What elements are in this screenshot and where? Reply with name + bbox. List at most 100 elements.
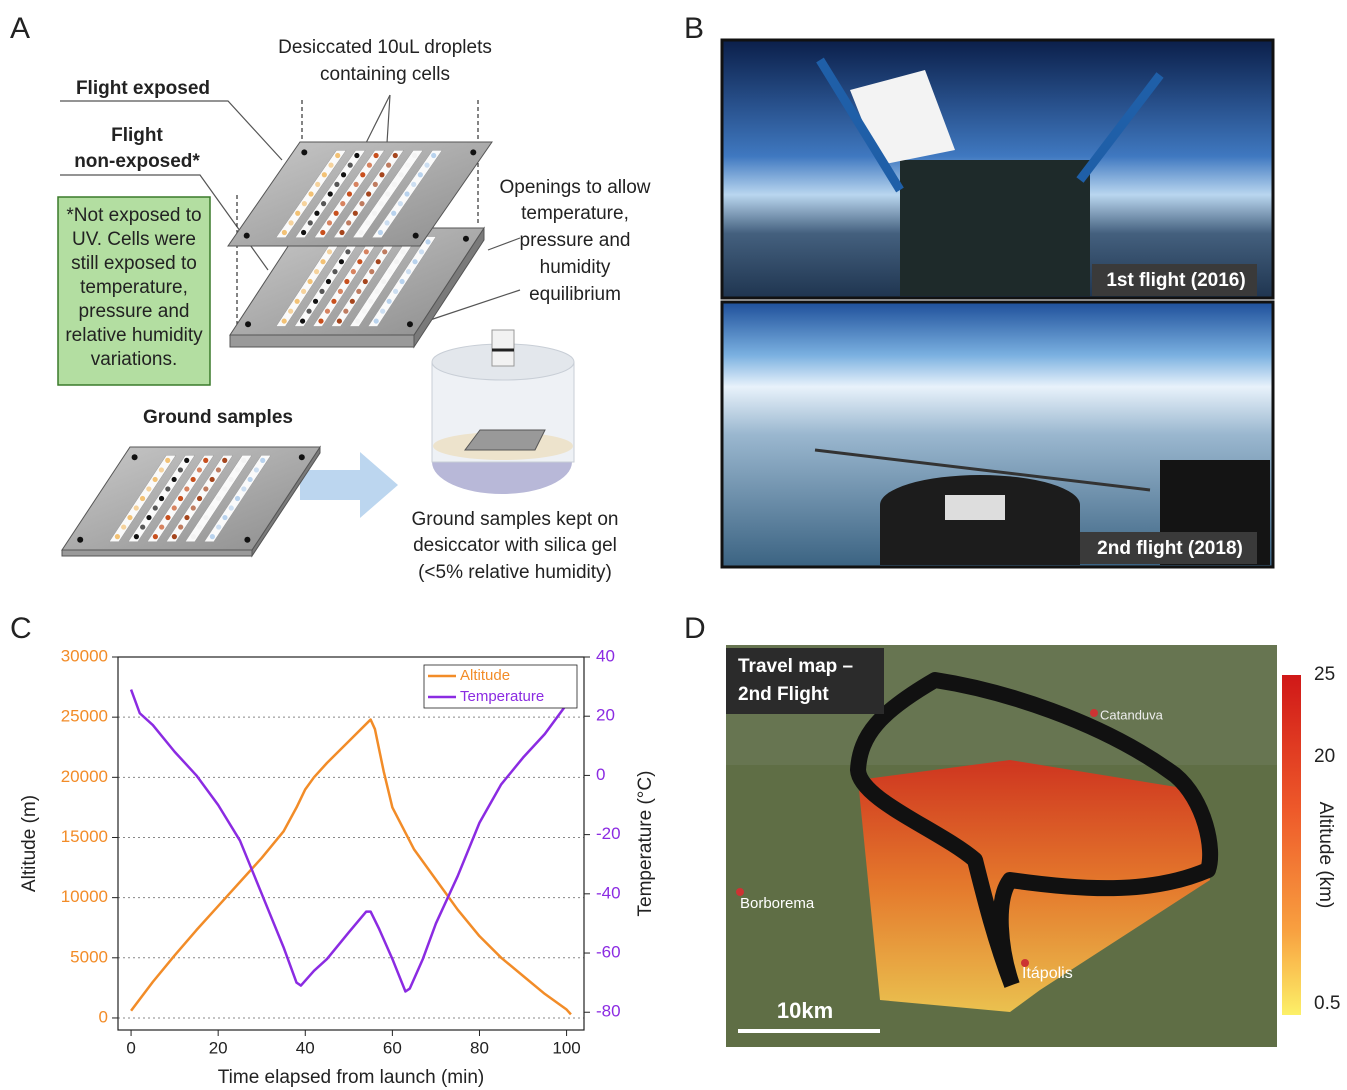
label: humidity xyxy=(540,257,611,278)
droplet xyxy=(295,211,300,216)
y-tick-label: 15000 xyxy=(61,827,108,846)
droplet xyxy=(376,259,381,264)
droplet xyxy=(394,259,399,264)
droplet xyxy=(418,172,423,177)
plate-edge xyxy=(230,335,414,347)
note: *Not exposed to UV. Cells were still exp… xyxy=(65,205,203,370)
droplet xyxy=(307,279,312,284)
droplet xyxy=(328,191,333,196)
droplet xyxy=(355,318,360,323)
droplet xyxy=(412,153,417,158)
screw xyxy=(132,454,138,460)
droplet xyxy=(203,486,208,491)
x-tick-label: 60 xyxy=(383,1038,402,1057)
colorbar-label: 25 xyxy=(1314,664,1335,685)
droplet xyxy=(385,191,390,196)
droplet xyxy=(288,220,293,225)
droplet xyxy=(235,467,240,472)
droplet xyxy=(343,309,348,314)
droplet xyxy=(380,309,385,314)
droplet xyxy=(351,269,356,274)
screw xyxy=(470,149,476,155)
note-line: *Not exposed to xyxy=(66,205,201,226)
droplet xyxy=(178,496,183,501)
droplet xyxy=(229,477,234,482)
droplet xyxy=(366,191,371,196)
droplet xyxy=(134,534,139,539)
y-tick-label: 10000 xyxy=(61,887,108,906)
droplet xyxy=(191,477,196,482)
droplet xyxy=(319,289,324,294)
screw xyxy=(244,537,250,543)
droplet xyxy=(210,534,215,539)
droplet xyxy=(347,191,352,196)
screw xyxy=(413,233,419,239)
droplet xyxy=(301,289,306,294)
y2-tick-label: -80 xyxy=(596,1002,621,1021)
legend-label: Temperature xyxy=(460,688,544,705)
label: Flight xyxy=(111,125,163,146)
droplet xyxy=(424,163,429,168)
legend-label: Altitude xyxy=(460,667,510,684)
droplet xyxy=(367,163,372,168)
droplet xyxy=(216,524,221,529)
y2-tick-label: 40 xyxy=(596,646,615,665)
droplet xyxy=(235,496,240,501)
droplet xyxy=(379,172,384,177)
payload xyxy=(900,160,1090,296)
colorbar-label: 0.5 xyxy=(1314,993,1340,1014)
droplet xyxy=(165,515,170,520)
screw xyxy=(463,236,469,242)
droplet xyxy=(401,249,406,254)
droplet xyxy=(165,458,170,463)
droplet xyxy=(197,524,202,529)
droplet xyxy=(374,318,379,323)
droplet xyxy=(339,259,344,264)
screw xyxy=(244,233,250,239)
droplet xyxy=(384,220,389,225)
droplet xyxy=(353,211,358,216)
droplet xyxy=(411,182,416,187)
droplet xyxy=(406,269,411,274)
droplet xyxy=(357,259,362,264)
droplet xyxy=(288,309,293,314)
colorbar-label: 20 xyxy=(1314,746,1335,767)
droplet xyxy=(210,477,215,482)
droplet xyxy=(153,505,158,510)
x-tick-label: 40 xyxy=(296,1038,315,1057)
droplet xyxy=(318,318,323,323)
screw xyxy=(77,537,83,543)
line-series xyxy=(131,720,571,1015)
droplet xyxy=(165,486,170,491)
droplet xyxy=(388,269,393,274)
y-tick-label: 30000 xyxy=(61,646,108,665)
droplet xyxy=(340,201,345,206)
droplet xyxy=(382,249,387,254)
y-tick-label: 20000 xyxy=(61,767,108,786)
droplet xyxy=(363,279,368,284)
droplet xyxy=(178,524,183,529)
droplet xyxy=(222,486,227,491)
droplet xyxy=(325,309,330,314)
droplet xyxy=(392,182,397,187)
droplet xyxy=(254,467,259,472)
panel-d: Travel map – 2nd Flight Catanduva Borbor… xyxy=(726,645,1340,1047)
colorbar xyxy=(1282,675,1301,1015)
note-line: still exposed to xyxy=(71,253,197,274)
droplet xyxy=(372,211,377,216)
droplet xyxy=(365,220,370,225)
droplet xyxy=(327,220,332,225)
panel-label: A xyxy=(10,12,30,45)
panel-b: 1st flight (2016) 2nd flight (2018) xyxy=(722,40,1273,567)
droplet xyxy=(127,515,132,520)
place: Borborema xyxy=(740,895,815,912)
droplet xyxy=(229,505,234,510)
panel-label: D xyxy=(684,612,706,645)
droplet xyxy=(405,163,410,168)
droplet xyxy=(184,515,189,520)
y2-tick-label: 0 xyxy=(596,765,605,784)
x-tick-label: 100 xyxy=(552,1038,580,1057)
droplet xyxy=(134,505,139,510)
label: pressure and xyxy=(520,230,631,251)
x-axis-title: Time elapsed from launch (min) xyxy=(218,1067,484,1088)
